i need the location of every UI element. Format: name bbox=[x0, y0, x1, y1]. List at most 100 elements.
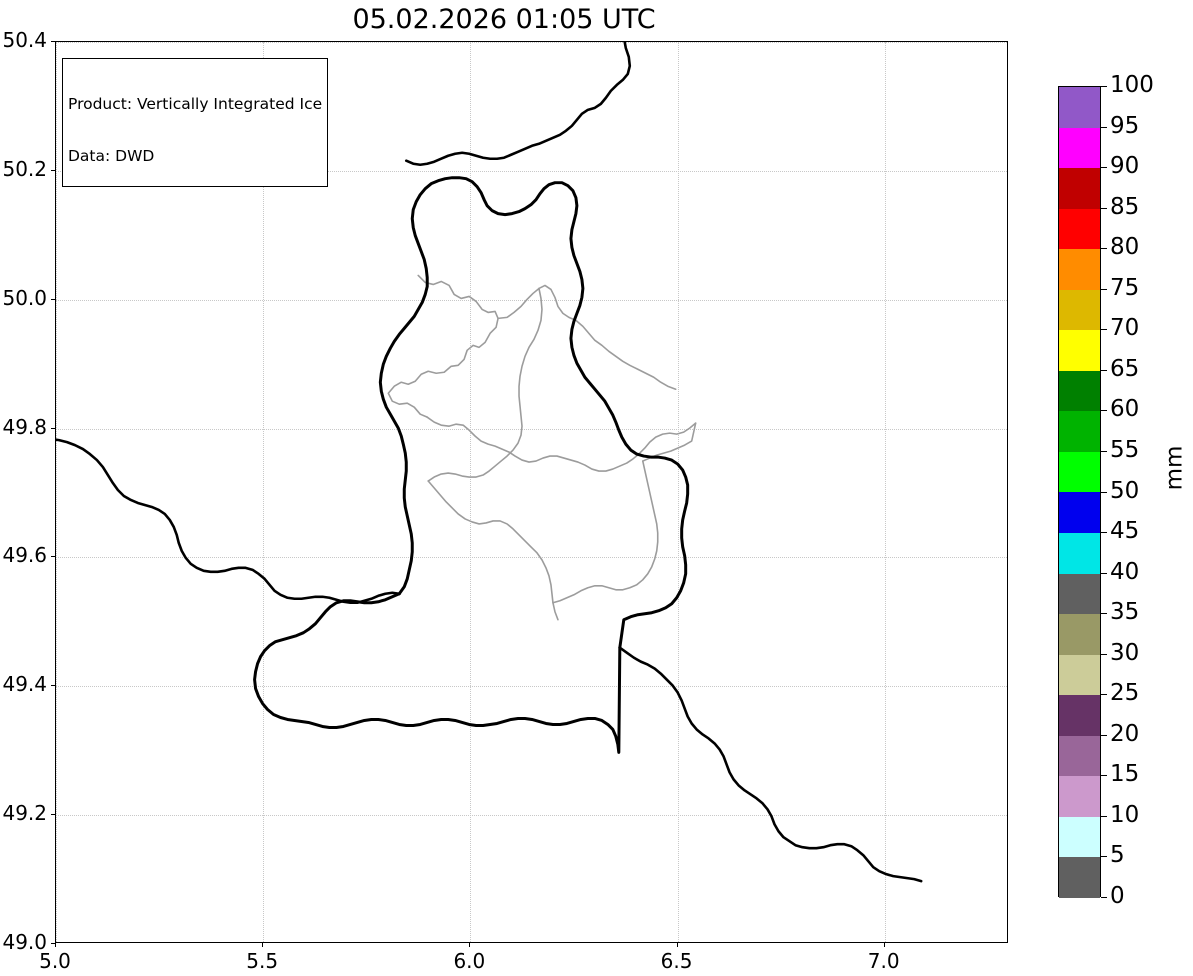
colorbar-band bbox=[1059, 614, 1100, 655]
colorbar-tick-label: 80 bbox=[1110, 234, 1140, 261]
colorbar-tick-label: 40 bbox=[1110, 558, 1140, 585]
colorbar-band bbox=[1059, 776, 1100, 817]
x-axis-tick bbox=[469, 943, 471, 947]
colorbar-tick-label: 65 bbox=[1110, 355, 1140, 382]
gridline-horizontal bbox=[56, 428, 1007, 430]
gridline-horizontal bbox=[56, 815, 1007, 817]
x-axis-tick-label: 6.5 bbox=[660, 949, 693, 973]
national-borders bbox=[56, 42, 923, 883]
colorbar-band bbox=[1059, 857, 1100, 898]
colorbar-tick bbox=[1101, 694, 1107, 696]
colorbar-unit-label: mm bbox=[1161, 445, 1188, 491]
y-axis-tick bbox=[51, 427, 55, 429]
gridline-horizontal bbox=[56, 42, 1007, 43]
gridline-vertical bbox=[470, 42, 472, 942]
colorbar-tick bbox=[1101, 856, 1107, 858]
colorbar-tick bbox=[1101, 897, 1107, 898]
y-axis-tick-label: 49.2 bbox=[2, 801, 47, 826]
colorbar-band bbox=[1059, 127, 1100, 169]
info-product-line: Product: Vertically Integrated Ice bbox=[68, 94, 323, 113]
x-axis-tick-label: 6.0 bbox=[453, 949, 486, 973]
colorbar-tick-label: 10 bbox=[1110, 801, 1140, 828]
gridline-vertical bbox=[263, 42, 265, 942]
colorbar-tick-label: 35 bbox=[1110, 599, 1140, 626]
colorbar-tick bbox=[1101, 450, 1107, 452]
colorbar-band bbox=[1059, 533, 1100, 574]
y-axis-tick-label: 49.6 bbox=[2, 543, 47, 568]
colorbar-tick-label: 45 bbox=[1110, 518, 1140, 545]
gridline-vertical bbox=[884, 42, 886, 942]
x-axis-tick bbox=[676, 943, 678, 947]
colorbar-band bbox=[1059, 168, 1100, 209]
y-axis-tick bbox=[51, 943, 55, 944]
colorbar-tick-label: 50 bbox=[1110, 477, 1140, 504]
colorbar-tick bbox=[1101, 369, 1107, 371]
x-axis-tick-label: 7.0 bbox=[867, 949, 900, 973]
x-axis-tick bbox=[262, 943, 264, 947]
y-axis-tick bbox=[51, 169, 55, 171]
gridline-horizontal bbox=[56, 170, 1007, 172]
colorbar-tick bbox=[1101, 288, 1107, 290]
colorbar-tick bbox=[1101, 653, 1107, 655]
gridline-horizontal bbox=[56, 557, 1007, 559]
colorbar-tick bbox=[1101, 329, 1107, 331]
luxembourg-outline bbox=[253, 176, 690, 754]
colorbar-band bbox=[1059, 451, 1100, 493]
map-svg bbox=[56, 42, 923, 883]
map-plot-area bbox=[55, 41, 1008, 943]
colorbar-tick-label: 100 bbox=[1110, 72, 1154, 98]
colorbar-band bbox=[1059, 411, 1100, 452]
colorbar-tick bbox=[1101, 248, 1107, 250]
colorbar-band bbox=[1059, 492, 1100, 534]
colorbar-tick bbox=[1101, 572, 1107, 574]
colorbar-tick-label: 20 bbox=[1110, 720, 1140, 747]
colorbar-band bbox=[1059, 816, 1100, 858]
y-axis-tick-label: 50.0 bbox=[2, 285, 47, 310]
y-axis-tick-label: 50.4 bbox=[2, 28, 47, 52]
y-axis-tick-label: 50.2 bbox=[2, 156, 47, 181]
y-axis-tick bbox=[51, 556, 55, 558]
y-axis-tick-label: 49.8 bbox=[2, 414, 47, 439]
colorbar bbox=[1058, 86, 1101, 898]
colorbar-band bbox=[1059, 573, 1100, 615]
colorbar-band bbox=[1059, 654, 1100, 696]
colorbar-tick-label: 90 bbox=[1110, 153, 1140, 180]
canton-boundaries bbox=[387, 274, 697, 621]
colorbar-tick-label: 95 bbox=[1110, 112, 1140, 139]
colorbar-tick bbox=[1101, 410, 1107, 412]
colorbar-tick bbox=[1101, 207, 1107, 209]
colorbar-tick bbox=[1101, 167, 1107, 169]
colorbar-tick-label: 15 bbox=[1110, 761, 1140, 788]
colorbar-tick-label: 55 bbox=[1110, 436, 1140, 463]
colorbar-tick bbox=[1101, 613, 1107, 615]
colorbar-band bbox=[1059, 370, 1100, 412]
colorbar-band bbox=[1059, 289, 1100, 331]
y-axis-tick bbox=[51, 298, 55, 300]
gridline-horizontal bbox=[56, 299, 1007, 301]
colorbar-band bbox=[1059, 249, 1100, 290]
colorbar-tick-label: 0 bbox=[1110, 883, 1125, 909]
colorbar-tick bbox=[1101, 532, 1107, 534]
y-axis-tick bbox=[51, 814, 55, 816]
info-box: Product: Vertically Integrated Ice Data:… bbox=[62, 58, 329, 187]
colorbar-tick-label: 5 bbox=[1110, 842, 1125, 869]
colorbar-tick-label: 25 bbox=[1110, 680, 1140, 707]
colorbar-tick-label: 30 bbox=[1110, 639, 1140, 666]
y-axis-tick-label: 49.0 bbox=[2, 930, 47, 954]
colorbar-tick-label: 85 bbox=[1110, 193, 1140, 220]
x-axis-tick bbox=[883, 943, 885, 947]
colorbar-tick bbox=[1101, 126, 1107, 128]
gridline-vertical bbox=[677, 42, 679, 942]
y-axis-tick bbox=[51, 685, 55, 687]
colorbar-tick bbox=[1101, 775, 1107, 777]
colorbar-tick bbox=[1101, 491, 1107, 493]
colorbar-band bbox=[1059, 87, 1100, 128]
colorbar-tick-label: 70 bbox=[1110, 315, 1140, 342]
info-data-line: Data: DWD bbox=[68, 146, 155, 165]
colorbar-tick bbox=[1101, 734, 1107, 736]
page-title: 05.02.2026 01:05 UTC bbox=[352, 4, 656, 35]
colorbar-tick bbox=[1101, 815, 1107, 817]
y-axis-tick-label: 49.4 bbox=[2, 672, 47, 697]
colorbar-band bbox=[1059, 330, 1100, 371]
x-axis-tick bbox=[55, 943, 56, 947]
